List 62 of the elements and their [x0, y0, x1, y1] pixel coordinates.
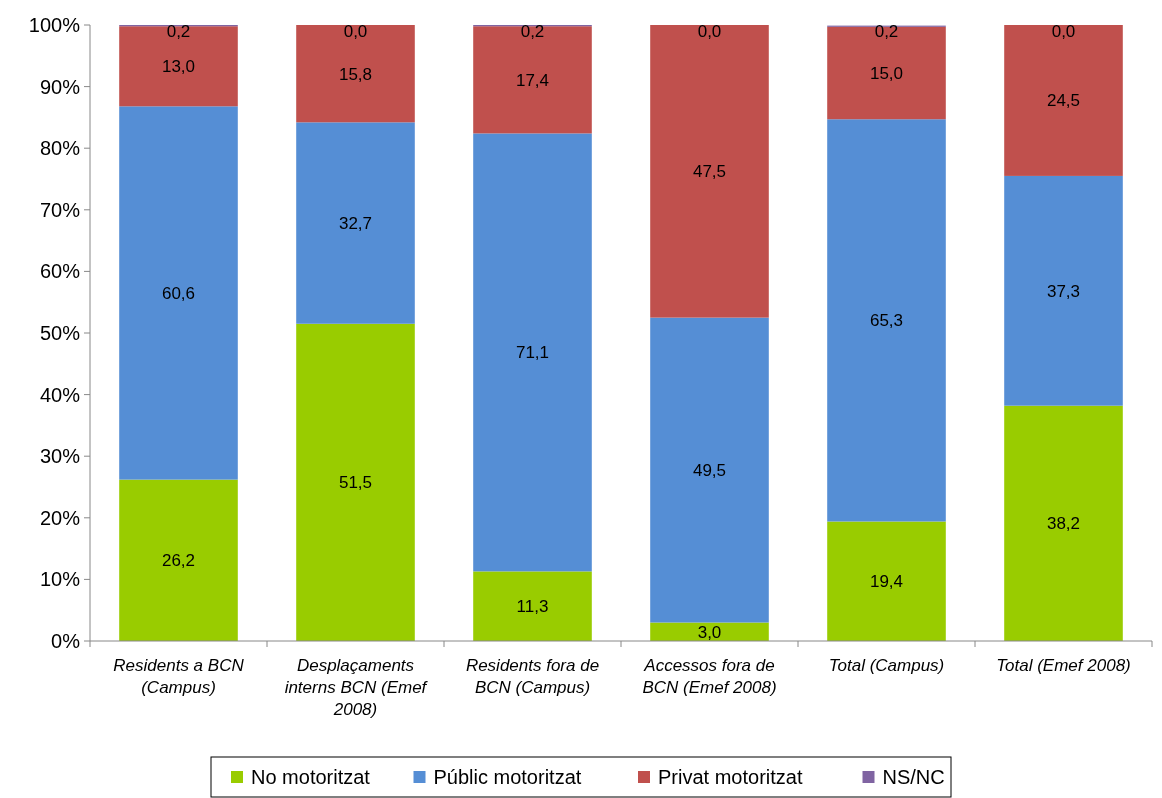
bar [827, 521, 946, 641]
bar [296, 122, 415, 324]
x-tick-label: Total (Campus) [828, 656, 945, 675]
legend-label: NS/NC [882, 766, 945, 788]
bar [473, 571, 592, 641]
data-label: 15,0 [869, 64, 904, 84]
legend-label: Públic motoritzat [433, 766, 582, 788]
data-label: 17,4 [515, 70, 550, 90]
data-label: 71,1 [515, 343, 550, 363]
data-label: 0,0 [343, 22, 368, 41]
y-tick-label: 50% [39, 322, 81, 344]
y-tick-label: 20% [39, 506, 81, 529]
data-label: 0,2 [166, 22, 191, 41]
data-label: 38,2 [1046, 514, 1081, 534]
data-label: 24,5 [1046, 91, 1081, 111]
data-label: 0,0 [697, 22, 722, 41]
data-label: 3,0 [697, 622, 722, 642]
y-tick-label: 80% [39, 137, 81, 160]
bar [650, 317, 769, 623]
data-label: 60,6 [161, 283, 196, 303]
data-label: 47,5 [692, 162, 727, 182]
y-tick-label: 60% [39, 260, 81, 283]
legend-label: No motoritzat [251, 766, 371, 788]
x-tick-label: Accessos fora de BCN (Emef 2008) [642, 656, 777, 697]
bar [296, 25, 415, 123]
x-tick-label: Total (Emef 2008) [996, 656, 1131, 675]
bar [119, 479, 238, 641]
bar [827, 26, 946, 120]
y-tick-label: 30% [39, 445, 81, 468]
bar [473, 26, 592, 134]
x-tick-label: Residents a BCN (Campus) [113, 656, 245, 697]
y-tick-label: 70% [39, 198, 81, 221]
data-label: 65,3 [869, 311, 904, 331]
data-label: 0,2 [520, 22, 545, 41]
data-label: 11,3 [516, 597, 549, 617]
bar [650, 25, 769, 318]
x-tick-label: Residents fora de BCN (Campus) [465, 656, 600, 697]
legend-label: Privat motoritzat [658, 766, 803, 788]
data-label: 32,7 [338, 214, 373, 234]
x-tick-label: Desplaçaments interns BCN (Emef 2008) [284, 656, 429, 719]
y-tick-label: 0% [51, 630, 81, 652]
bar [296, 323, 415, 641]
bar [1004, 405, 1123, 641]
y-tick-label: 90% [39, 75, 81, 98]
data-label: 0,2 [874, 22, 899, 41]
data-label: 19,4 [869, 572, 904, 592]
bar [119, 26, 238, 107]
y-tick-label: 100% [28, 14, 81, 36]
data-label: 13,0 [161, 57, 196, 77]
bar [1004, 175, 1123, 406]
data-label: 0,0 [1051, 22, 1076, 41]
data-label: 26,2 [161, 551, 196, 571]
bar [473, 133, 592, 572]
data-label: 51,5 [338, 473, 373, 493]
y-tick-label: 10% [39, 568, 81, 591]
y-tick-label: 40% [39, 383, 81, 406]
data-label: 49,5 [692, 461, 727, 481]
data-label: 37,3 [1046, 281, 1081, 301]
bar [1004, 25, 1123, 176]
bar [827, 119, 946, 522]
bar [119, 106, 238, 480]
data-label: 15,8 [338, 64, 373, 84]
